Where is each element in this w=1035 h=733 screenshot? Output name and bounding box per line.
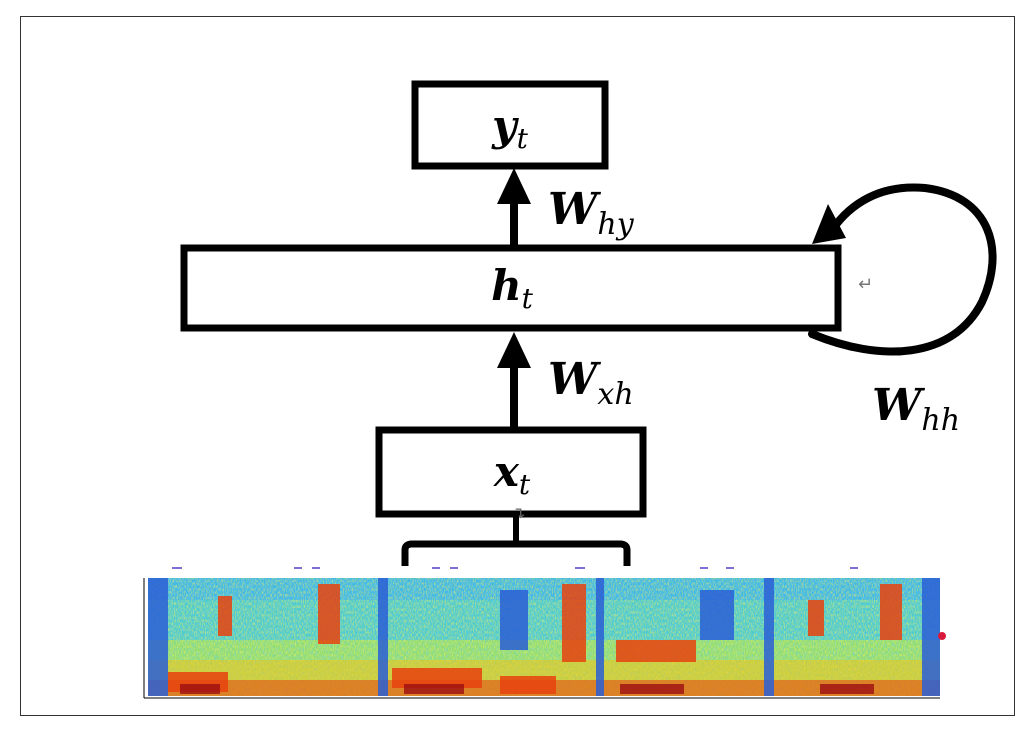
hidden-node-box	[180, 244, 842, 332]
input-node-subscript: t	[519, 468, 531, 501]
weight-xh-label: Wxh	[548, 354, 634, 412]
diagram-frame	[20, 16, 1015, 716]
output-node-box	[411, 80, 609, 170]
red-edge-dot	[938, 632, 946, 640]
weight-hh-symbol: W	[872, 380, 926, 431]
weight-hy-subscript: hy	[597, 207, 634, 242]
weight-hy-symbol: W	[548, 184, 602, 235]
input-node-box	[375, 426, 647, 518]
recurrent-loop-arrowhead	[812, 204, 846, 244]
arrow-x-to-h-head	[497, 332, 531, 368]
speech-spectrogram	[143, 578, 946, 699]
output-node-label: yt	[491, 101, 528, 155]
output-node-subscript: t	[517, 122, 529, 155]
weight-hh-label: Whh	[872, 380, 960, 438]
hidden-node-label: ht	[491, 261, 534, 315]
weight-hh-subscript: hh	[921, 403, 960, 438]
arrow-h-to-y-head	[497, 168, 531, 204]
weight-hy-label: Why	[548, 184, 635, 242]
weight-xh-symbol: W	[548, 354, 602, 405]
output-node-symbol: y	[491, 101, 519, 150]
recurrent-loop-path	[808, 183, 997, 356]
input-window-bracket	[401, 540, 631, 566]
weight-xh-subscript: xh	[597, 377, 633, 412]
hidden-node-symbol: h	[491, 261, 522, 310]
hidden-node-subscript: t	[522, 282, 534, 315]
input-node-symbol: x	[493, 447, 520, 496]
return-mark: ↵	[858, 274, 873, 295]
input-node-label: xt	[493, 447, 531, 501]
